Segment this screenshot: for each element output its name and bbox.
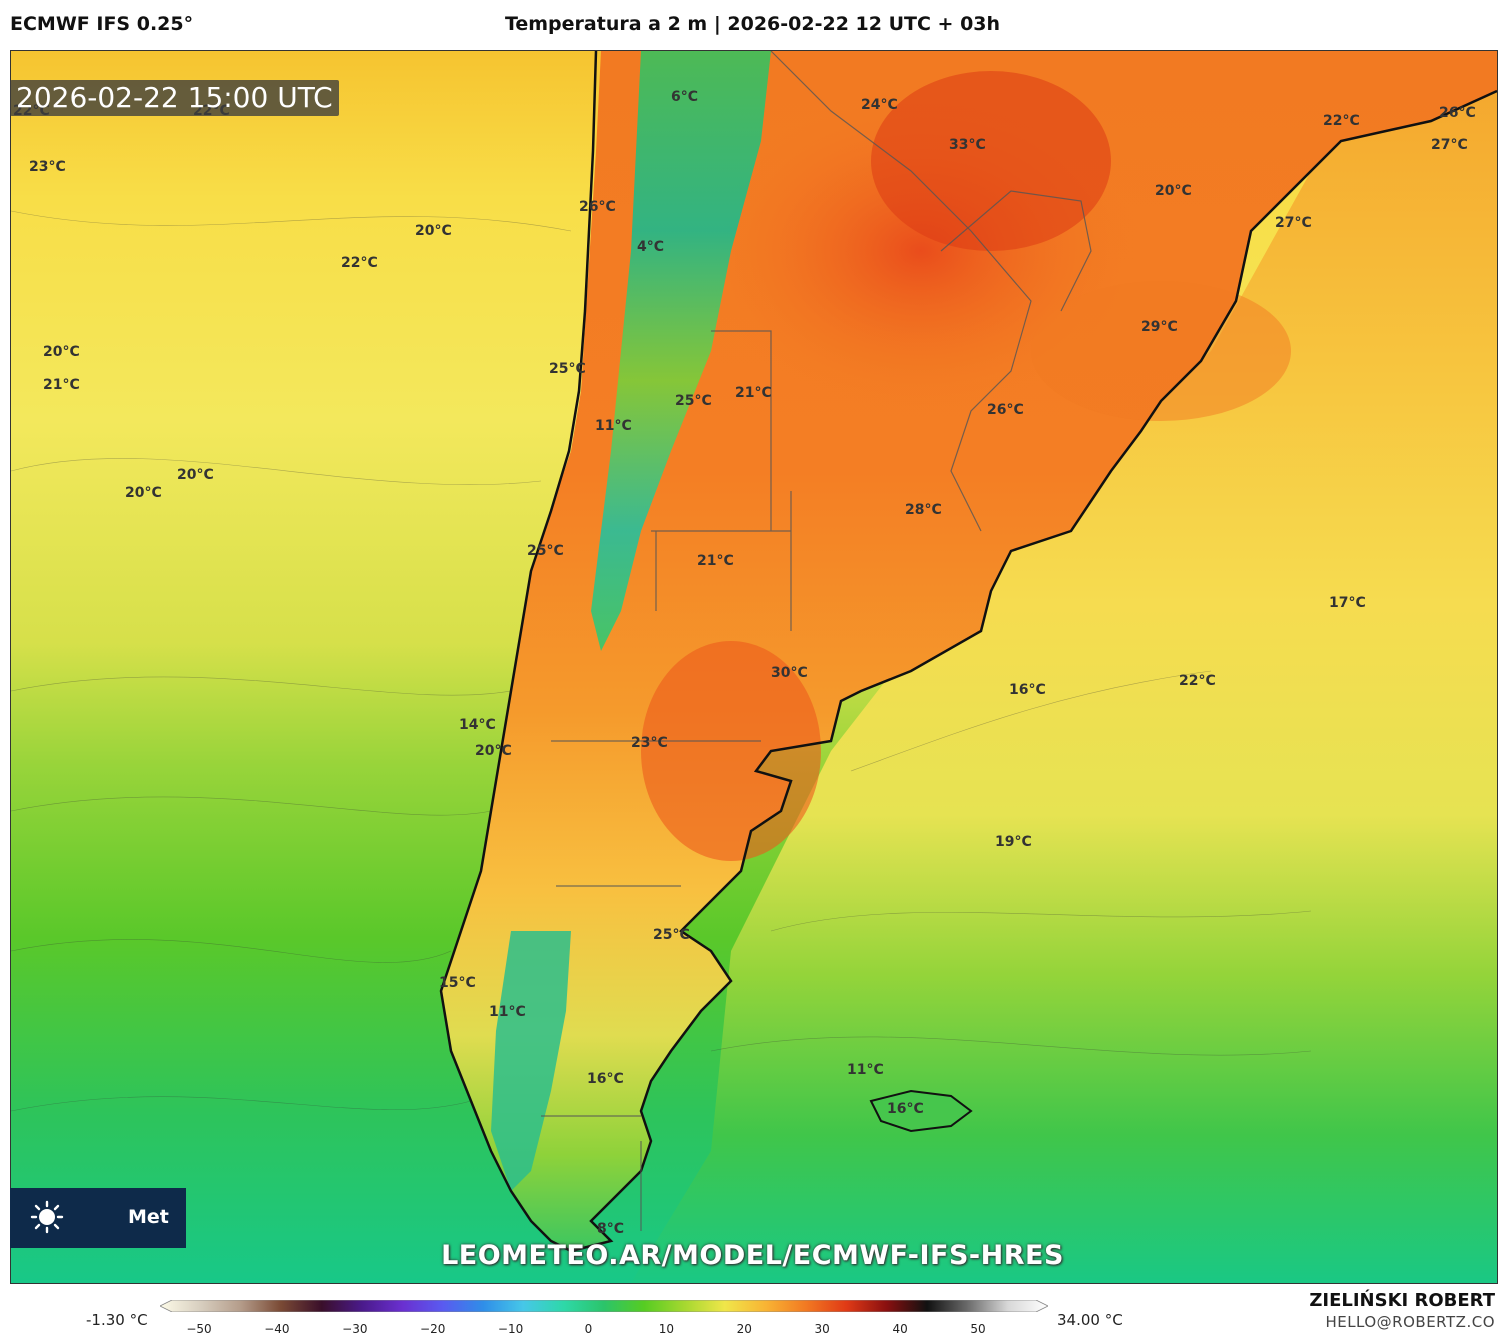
temp-label: 16°C [1009,682,1046,698]
colorbar-tick-label: 0 [584,1322,593,1336]
logo-text: Met [128,1206,169,1228]
temp-label: 33°C [949,137,986,153]
temp-label: 27°C [1431,137,1468,153]
colorbar-tick-label: −40 [264,1322,290,1336]
colorbar-max-label: 34.00 °C [1057,1311,1123,1329]
valid-time-badge: 2026-02-22 15:00 UTC [10,80,339,116]
temp-label: 16°C [887,1101,924,1117]
temp-label: 4°C [637,239,665,255]
colorbar-tick-label: 20 [736,1322,752,1336]
temp-label: 21°C [697,553,734,569]
temp-label: 11°C [847,1062,884,1078]
temp-label: 19°C [995,834,1032,850]
colorbar-tick-label: −30 [342,1322,368,1336]
colorbar-tick-label: −50 [186,1322,212,1336]
temp-label: 21°C [43,377,80,393]
temp-label: 24°C [861,97,898,113]
map-canvas [11,51,1497,1283]
temp-label: 25°C [527,543,564,559]
temp-label: 25°C [549,361,586,377]
source-watermark: LEOMETEO.AR/MODEL/ECMWF-IFS-HRES [441,1240,1064,1271]
temp-label: 20°C [475,743,512,759]
temp-label: 14°C [459,717,496,733]
temp-label: 20°C [43,344,80,360]
temp-label: 20°C [125,485,162,501]
colorbar-tick-label: −10 [497,1322,524,1336]
temp-label: 29°C [1141,319,1178,335]
colorbar-tick-label: 50 [970,1322,986,1336]
temp-label: 23°C [631,735,668,751]
temp-label: 11°C [489,1004,526,1020]
temp-label: 15°C [439,975,476,991]
temperature-map[interactable]: 22°C 22°C 6°C 24°C 33°C 22°C 26°C 27°C 2… [10,50,1498,1284]
temp-label: 20°C [177,467,214,483]
author-email[interactable]: HELLO@ROBERTZ.CO [1325,1313,1495,1331]
sun-icon [30,1200,64,1234]
colorbar-tick-label: 10 [658,1322,675,1336]
temp-label: 22°C [341,255,378,271]
temp-label: 25°C [675,393,712,409]
temp-label: 8°C [597,1221,625,1237]
temp-label: 21°C [735,385,772,401]
temp-label: 23°C [29,159,66,175]
temp-label: 26°C [579,199,616,215]
chart-title: Temperatura a 2 m | 2026-02-22 12 UTC + … [504,13,1001,35]
temp-label: 22°C [1323,113,1360,129]
colorbar [160,1300,1048,1312]
colorbar-min-label: -1.30 °C [86,1311,148,1329]
temp-label: 27°C [1275,215,1312,231]
colorbar-tick-label: 40 [892,1322,908,1336]
temp-label: 30°C [771,665,808,681]
temp-label: 28°C [905,502,942,518]
temp-label: 25°C [653,927,690,943]
author-name: ZIELIŃSKI ROBERT [1309,1290,1495,1311]
temp-label: 17°C [1329,595,1366,611]
colorbar-tick-label: 30 [814,1322,830,1336]
temp-label: 20°C [1155,183,1192,199]
temp-label: 26°C [987,402,1024,418]
model-title: ECMWF IFS 0.25° [10,13,194,35]
temp-label: 22°C [1179,673,1216,689]
colorbar-tick-label: −20 [420,1322,446,1336]
temp-label: 6°C [671,89,699,105]
temp-label: 11°C [595,418,632,434]
temp-label: 26°C [1439,105,1476,121]
temp-label: 20°C [415,223,452,239]
temp-label: 16°C [587,1071,624,1087]
brand-logo[interactable]: Met [10,1188,186,1248]
